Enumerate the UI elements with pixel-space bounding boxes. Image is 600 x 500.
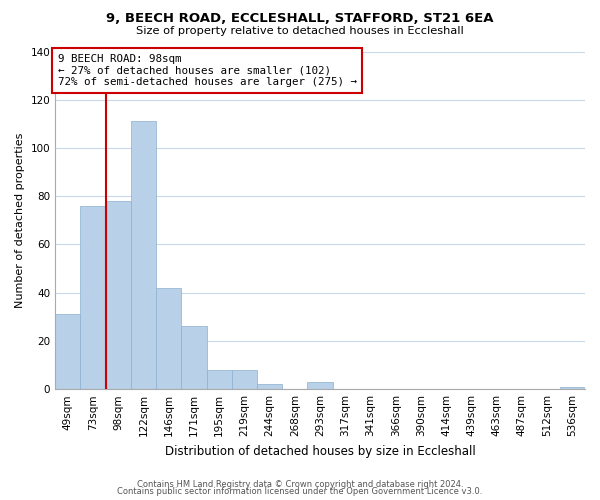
Bar	[181, 326, 206, 389]
Bar	[55, 314, 80, 389]
Bar	[232, 370, 257, 389]
Y-axis label: Number of detached properties: Number of detached properties	[15, 132, 25, 308]
Bar	[106, 201, 131, 389]
Text: Contains public sector information licensed under the Open Government Licence v3: Contains public sector information licen…	[118, 487, 482, 496]
X-axis label: Distribution of detached houses by size in Eccleshall: Distribution of detached houses by size …	[165, 444, 475, 458]
Text: 9, BEECH ROAD, ECCLESHALL, STAFFORD, ST21 6EA: 9, BEECH ROAD, ECCLESHALL, STAFFORD, ST2…	[106, 12, 494, 26]
Bar	[560, 387, 585, 389]
Text: Contains HM Land Registry data © Crown copyright and database right 2024.: Contains HM Land Registry data © Crown c…	[137, 480, 463, 489]
Bar	[307, 382, 332, 389]
Bar	[80, 206, 106, 389]
Bar	[257, 384, 282, 389]
Bar	[156, 288, 181, 389]
Text: Size of property relative to detached houses in Eccleshall: Size of property relative to detached ho…	[136, 26, 464, 36]
Text: 9 BEECH ROAD: 98sqm
← 27% of detached houses are smaller (102)
72% of semi-detac: 9 BEECH ROAD: 98sqm ← 27% of detached ho…	[58, 54, 356, 87]
Bar	[206, 370, 232, 389]
Bar	[131, 122, 156, 389]
